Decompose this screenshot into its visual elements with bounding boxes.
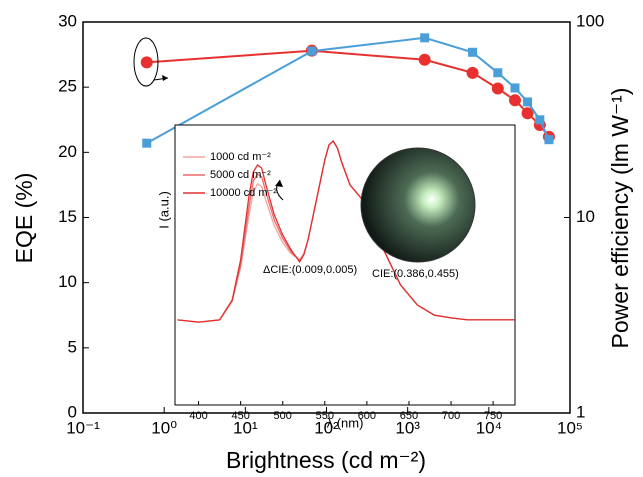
marker (491, 82, 504, 95)
y-axis-label: EQE (%) (11, 173, 37, 264)
indicator-arrowhead (162, 75, 168, 81)
y-tick-label: 20 (58, 142, 77, 161)
marker (140, 56, 153, 69)
x-axis-label: Brightness (cd m⁻²) (226, 447, 426, 473)
shift-arrowhead (275, 180, 283, 187)
marker (307, 46, 317, 56)
y-tick-label: 10 (58, 272, 77, 291)
x-tick-label: 10² (314, 418, 339, 437)
x-tick-label: 400 (189, 410, 207, 422)
y-tick-label: 5 (68, 337, 77, 356)
legend-label: 1000 cd m⁻² (210, 151, 271, 163)
series-line (177, 139, 515, 323)
marker (420, 33, 430, 43)
y-tick-label: 25 (58, 77, 77, 96)
x-tick-label: 10⁰ (151, 418, 177, 437)
x-tick-label: 10⁵ (557, 418, 583, 437)
marker (466, 66, 479, 79)
x-tick-label: 550 (316, 410, 334, 422)
y-tick-label: 0 (68, 402, 77, 421)
x-tick-label: 10¹ (233, 418, 258, 437)
x-tick-label: 700 (442, 410, 460, 422)
y2-tick-label: 100 (576, 11, 604, 30)
x-tick-label: 650 (400, 410, 418, 422)
x-tick-label: 750 (484, 410, 502, 422)
legend-label: 5000 cd m⁻² (210, 169, 271, 181)
marker (493, 68, 503, 78)
legend-label: 10000 cd m⁻² (210, 187, 277, 199)
x-tick-label: 600 (358, 410, 376, 422)
marker (418, 53, 431, 66)
y-tick-label: 30 (58, 11, 77, 30)
series-line (146, 49, 550, 138)
x-tick-label: 10⁻¹ (66, 418, 100, 437)
marker (521, 107, 534, 120)
marker (142, 138, 152, 148)
main-plot: 10⁻¹ 10⁰ 10¹ 10² 10³ 10⁴ 10⁵ 0 5 10 15 20 25 30 1 10 100… (11, 11, 633, 473)
annotation: ΔCIE:(0.009,0.005) (263, 264, 357, 276)
marker (508, 94, 521, 107)
y2-axis-label: Power efficiency (lm W⁻¹) (607, 88, 633, 349)
marker (544, 135, 554, 145)
inset-x-label: λ (nm) (327, 415, 364, 430)
inset-y-label: I (a.u.) (156, 191, 171, 229)
x-tick-label: 10⁴ (476, 418, 502, 437)
series-indicator (133, 37, 159, 87)
x-tick-label: 500 (274, 410, 292, 422)
marker (523, 97, 533, 107)
y2-tick-label: 1 (576, 402, 585, 421)
photo (360, 147, 476, 263)
marker (510, 83, 520, 93)
x-tick-label: 10³ (395, 418, 420, 437)
marker (468, 47, 478, 57)
annotation: CIE:(0.386,0.455) (372, 268, 459, 280)
marker (535, 115, 545, 125)
x-tick-label: 450 (231, 410, 249, 422)
y-tick-label: 15 (58, 207, 77, 226)
y2-tick-label: 10 (576, 207, 595, 226)
